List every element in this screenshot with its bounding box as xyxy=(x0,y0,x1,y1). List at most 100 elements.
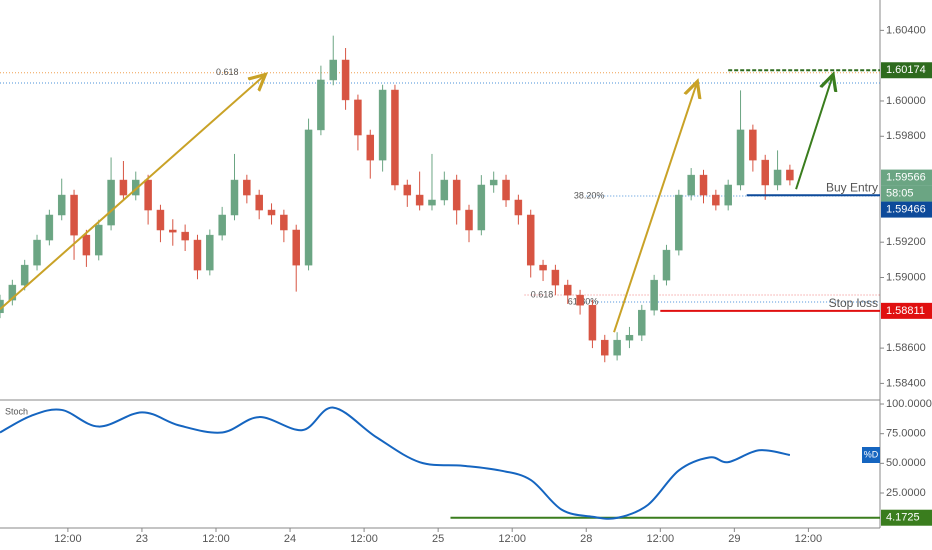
candle-body xyxy=(440,179,449,201)
y-tick-label: 1.59200 xyxy=(886,236,926,248)
candle-body xyxy=(292,229,300,266)
candle-body xyxy=(70,194,78,236)
x-tick-label: 28 xyxy=(580,533,592,545)
fib-label: 38.20% xyxy=(574,190,605,200)
stoch-legend-box xyxy=(862,447,880,463)
candle-body xyxy=(761,159,769,186)
level-label: Buy Entry xyxy=(826,180,878,194)
stoch-line xyxy=(0,406,791,520)
y-tick-label: 1.59000 xyxy=(886,271,926,283)
price-label: 58:05 xyxy=(886,187,914,199)
x-tick-label: 25 xyxy=(432,533,444,545)
price-label: 1.59466 xyxy=(886,203,926,215)
candle-body xyxy=(563,284,572,296)
stoch-level-box xyxy=(881,509,932,526)
x-tick-label: 12:00 xyxy=(202,533,230,545)
candle-body xyxy=(465,209,473,231)
x-tick-label: 12:00 xyxy=(647,533,675,545)
x-tick-label: 12:00 xyxy=(54,533,82,545)
price-label: 1.59566 xyxy=(886,171,926,183)
candle-body xyxy=(378,89,387,161)
candle-body xyxy=(662,249,671,281)
candle-body xyxy=(132,179,140,196)
candle-body xyxy=(107,179,115,226)
stoch-y-tick-label: 25.0000 xyxy=(886,487,926,499)
candle-body xyxy=(526,214,535,266)
price-label-box xyxy=(881,62,932,79)
candle-body xyxy=(687,174,695,196)
y-tick-label: 1.60400 xyxy=(886,24,926,36)
candle-body xyxy=(230,179,239,216)
candle-body xyxy=(736,129,745,186)
candle-body xyxy=(20,264,29,286)
stoch-level-label: 4.1725 xyxy=(886,512,920,524)
candle-body xyxy=(329,59,337,81)
price-label-box xyxy=(881,169,932,186)
candle-body xyxy=(489,179,498,186)
x-tick-label: 12:00 xyxy=(795,533,823,545)
price-label: 1.60174 xyxy=(886,64,926,76)
candle-body xyxy=(699,174,708,196)
candle-body xyxy=(576,294,584,306)
candle-body xyxy=(255,194,263,211)
candle-body xyxy=(749,129,757,161)
x-tick-label: 12:00 xyxy=(350,533,378,545)
candle-body xyxy=(156,209,165,231)
candle-body xyxy=(588,304,597,341)
candle-body xyxy=(144,179,152,211)
candle-body xyxy=(712,194,720,206)
candle-body xyxy=(403,184,412,196)
y-tick-label: 1.58400 xyxy=(886,377,926,389)
candle-body xyxy=(675,194,683,251)
candle-body xyxy=(169,229,177,233)
x-tick-label: 23 xyxy=(136,533,148,545)
candle-body xyxy=(366,134,375,161)
x-tick-label: 12:00 xyxy=(498,533,526,545)
candle-body xyxy=(638,309,646,336)
arrow xyxy=(613,82,697,333)
candle-body xyxy=(354,99,362,136)
stoch-y-tick-label: 100.0000 xyxy=(886,398,932,410)
candle-body xyxy=(94,224,103,256)
candle-body xyxy=(218,214,226,236)
fib-label: 0.618 xyxy=(216,67,239,77)
level-label: Stop loss xyxy=(829,296,878,310)
stoch-title: Stoch xyxy=(5,406,28,416)
x-tick-label: 24 xyxy=(284,533,296,545)
candle-body xyxy=(724,184,732,206)
candle-body xyxy=(267,209,276,216)
arrow xyxy=(0,74,265,311)
candle-body xyxy=(514,199,523,216)
candle-body xyxy=(181,231,189,241)
price-label-box xyxy=(881,302,932,319)
candle-body xyxy=(601,339,609,356)
candle-body xyxy=(625,334,634,341)
candle-body xyxy=(452,179,461,211)
candle-body xyxy=(786,169,794,181)
candle-body xyxy=(428,199,436,206)
candle-body xyxy=(82,234,91,256)
candle-body xyxy=(551,269,560,286)
fib-label: 0.618 xyxy=(531,289,554,299)
candle-body xyxy=(773,169,782,186)
candle-body xyxy=(304,129,313,266)
y-tick-label: 1.59800 xyxy=(886,130,926,142)
candle-body xyxy=(650,279,658,311)
candle-body xyxy=(415,194,424,206)
candle-body xyxy=(33,239,41,266)
y-tick-label: 1.60000 xyxy=(886,95,926,107)
candle-body xyxy=(243,179,251,196)
candle-body xyxy=(57,194,66,216)
candle-body xyxy=(477,184,486,231)
candle-body xyxy=(613,339,621,356)
candle-body xyxy=(45,214,54,241)
candle-body xyxy=(206,234,214,271)
candle-body xyxy=(502,179,510,201)
candle-body xyxy=(341,59,350,101)
candle-body xyxy=(119,179,128,196)
candle-body xyxy=(8,284,17,301)
price-label-box xyxy=(881,201,932,218)
